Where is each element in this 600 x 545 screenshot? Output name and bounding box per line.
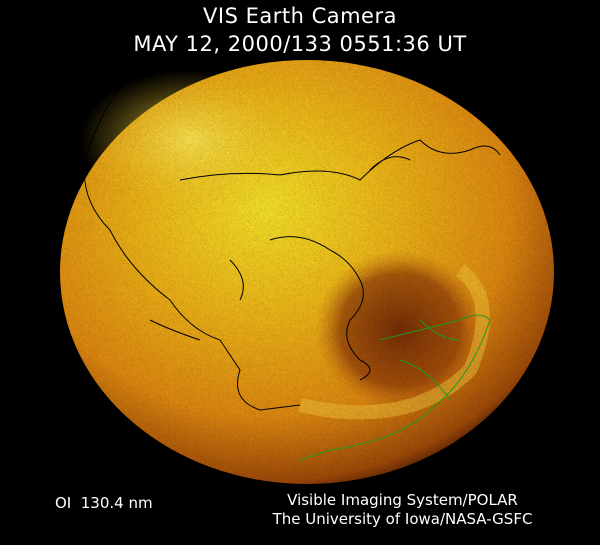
observation-timestamp: MAY 12, 2000/133 0551:36 UT (133, 32, 467, 56)
coastlines (83, 74, 501, 411)
credit-line-2: The University of Iowa/NASA-GSFC (272, 510, 533, 528)
noise-texture (60, 60, 554, 484)
credit-line-1: Visible Imaging System/POLAR (287, 491, 518, 509)
camera-title: VIS Earth Camera (203, 4, 397, 28)
credit-text: Visible Imaging System/POLAR The Univers… (230, 491, 575, 529)
wavelength-label: OI 130.4 nm (55, 494, 153, 512)
night-coastlines (299, 314, 491, 461)
